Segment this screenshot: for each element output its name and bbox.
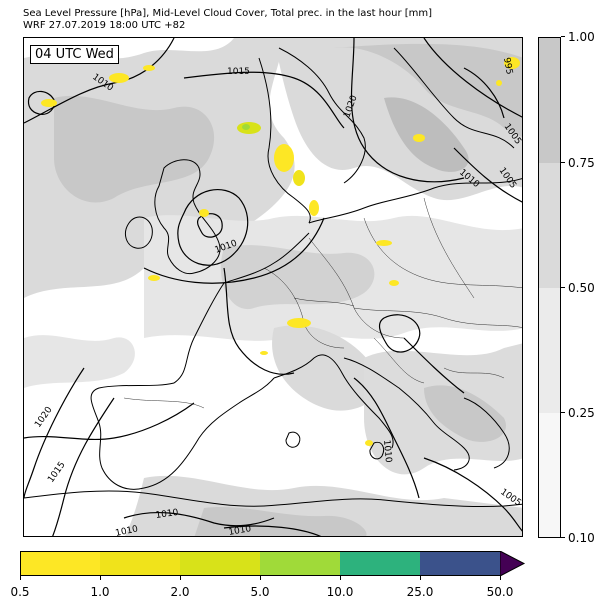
precip-tick: 50.0 xyxy=(486,585,514,599)
precip-colorbar-segment xyxy=(180,551,260,576)
map-title: Sea Level Pressure [hPa], Mid-Level Clou… xyxy=(23,8,433,19)
precip-colorbar xyxy=(20,551,500,576)
weather-map: 1010 1015 1020 1020 1010 1005 1005 995 1… xyxy=(23,37,523,537)
isobar-layer xyxy=(24,38,522,536)
precip-colorbar-segment xyxy=(340,551,420,576)
precip-colorbar-segment xyxy=(420,551,500,576)
precip-extend-arrow xyxy=(500,551,526,577)
precip-colorbar-segment xyxy=(100,551,180,576)
isobar-label: 1015 xyxy=(227,67,250,77)
isobar-label: 1010 xyxy=(228,524,253,537)
cloud-colorbar-segment xyxy=(539,38,560,163)
cloud-colorbar-segment xyxy=(539,163,560,288)
map-subtitle: WRF 27.07.2019 18:00 UTC +82 xyxy=(23,20,186,31)
cloud-cover-layer xyxy=(24,38,522,536)
precip-colorbar-segment xyxy=(20,551,100,576)
precip-tick: 0.5 xyxy=(10,585,30,599)
cloud-cover-colorbar xyxy=(538,37,561,538)
isobar-label: 995 xyxy=(501,57,514,76)
precip-tick: 2.0 xyxy=(170,585,190,599)
cloud-tick: 1.00 xyxy=(561,31,595,43)
cloud-colorbar-segment xyxy=(539,288,560,413)
precip-tick: 10.0 xyxy=(326,585,354,599)
isobar-label: 1010 xyxy=(381,439,393,463)
precip-colorbar-segment xyxy=(260,551,340,576)
map-canvas: 1010 1015 1020 1020 1010 1005 1005 995 1… xyxy=(24,38,522,537)
cloud-colorbar-segment xyxy=(539,413,560,537)
precip-layer xyxy=(41,57,520,446)
precip-tick: 5.0 xyxy=(250,585,270,599)
cloud-tick: 0.50 xyxy=(561,282,595,294)
forecast-time-label: 04 UTC Wed xyxy=(30,45,119,64)
precip-tick: 25.0 xyxy=(406,585,434,599)
isobar-label: 1010 xyxy=(155,508,179,521)
cloud-tick: 0.25 xyxy=(561,407,595,419)
isobar-label: 1015 xyxy=(46,460,67,484)
cloud-tick: 0.10 xyxy=(561,532,595,544)
precip-tick: 1.0 xyxy=(90,585,110,599)
cloud-tick: 0.75 xyxy=(561,157,595,169)
coastline-layer xyxy=(24,47,522,508)
isobar-label: 1010 xyxy=(115,524,140,537)
